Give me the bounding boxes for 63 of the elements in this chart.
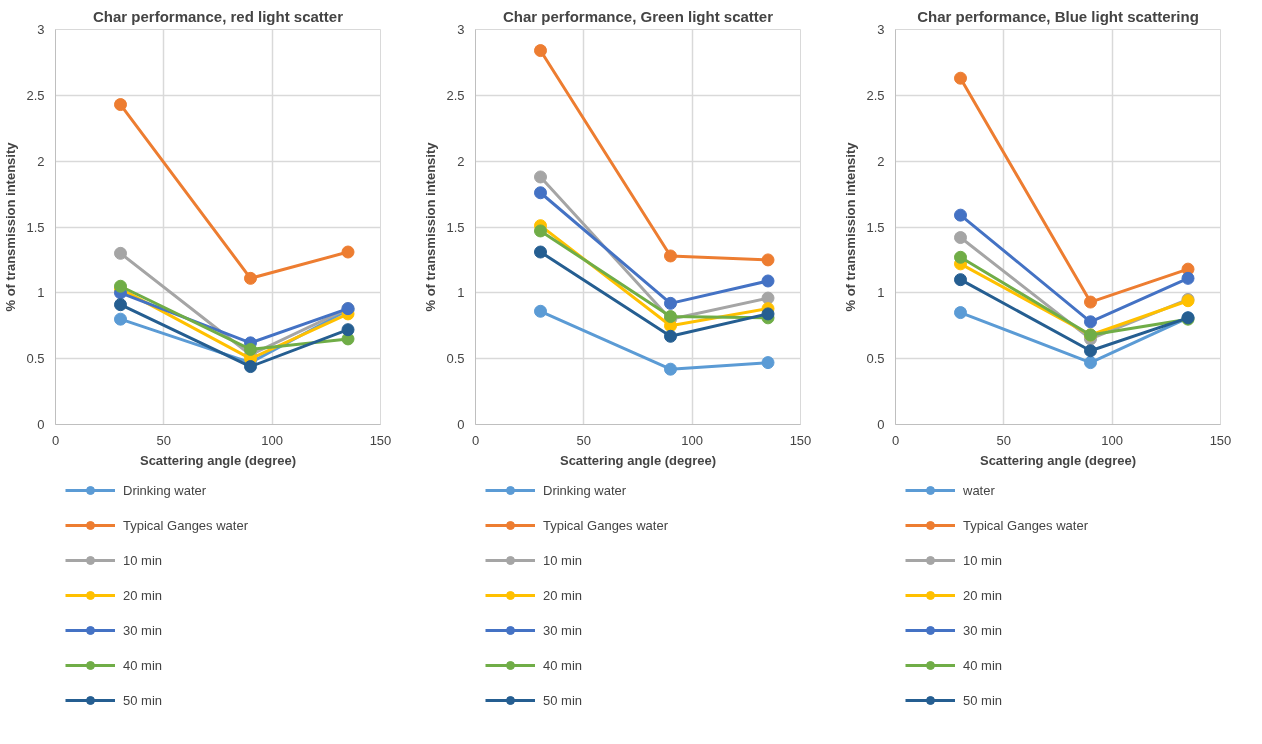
y-tick-label: 2.5 xyxy=(446,87,465,103)
legend-label: Typical Ganges water xyxy=(123,516,249,535)
x-tick-label: 0 xyxy=(891,432,900,448)
x-tick-label: 150 xyxy=(789,432,812,448)
x-tick-label: 100 xyxy=(1101,432,1124,448)
legend-label: 50 min xyxy=(543,691,583,710)
y-tick-label: 1.5 xyxy=(446,219,465,235)
y-tick-label: 3 xyxy=(457,22,465,37)
y-tick-label: 1 xyxy=(877,285,885,301)
chart-title: Char performance, Blue light scattering xyxy=(917,7,1199,25)
y-tick-label: 0 xyxy=(877,417,885,432)
y-tick-label: 1 xyxy=(457,285,465,301)
chart-title: Char performance, red light scatter xyxy=(92,7,344,25)
y-tick-label: 1.5 xyxy=(866,219,885,235)
y-tick-label: 0 xyxy=(457,417,465,432)
legend-label: Drinking water xyxy=(123,481,207,500)
legend-label: water xyxy=(963,481,995,500)
x-axis-title: Scattering angle (degree) xyxy=(979,452,1137,468)
x-tick-label: 0 xyxy=(51,432,60,448)
y-tick-label: 2.5 xyxy=(26,87,45,103)
y-tick-label: 3 xyxy=(877,22,885,37)
legend-label: Typical Ganges water xyxy=(543,516,669,535)
legend-label: 30 min xyxy=(543,621,583,640)
y-tick-label: 2 xyxy=(37,153,45,169)
legend-label: 50 min xyxy=(963,691,1003,710)
legend-label: 30 min xyxy=(123,621,163,640)
y-tick-label: 2 xyxy=(877,153,885,169)
x-tick-label: 150 xyxy=(1209,432,1232,448)
legend-label: 20 min xyxy=(543,586,583,605)
y-tick-label: 2.5 xyxy=(866,87,885,103)
y-axis-title: % of transmission intensity xyxy=(423,141,439,312)
legend-label: 40 min xyxy=(963,656,1003,675)
legend-label: 30 min xyxy=(963,621,1003,640)
y-tick-label: 2 xyxy=(457,153,465,169)
x-tick-label: 50 xyxy=(996,432,1012,448)
y-tick-label: 1.5 xyxy=(26,219,45,235)
x-axis-title: Scattering angle (degree) xyxy=(559,452,717,468)
legend-label: Drinking water xyxy=(543,481,627,500)
legend-label: 10 min xyxy=(543,551,583,570)
legend-label: 20 min xyxy=(123,586,163,605)
y-axis-title: % of transmission intensity xyxy=(3,141,19,312)
y-tick-label: 3 xyxy=(37,22,45,37)
legend-label: 50 min xyxy=(123,691,163,710)
x-tick-label: 0 xyxy=(471,432,480,448)
y-tick-label: 0 xyxy=(37,417,45,432)
y-tick-label: 0.5 xyxy=(26,351,45,367)
chart-title: Char performance, Green light scatter xyxy=(502,7,774,25)
y-axis-title: % of transmission intensity xyxy=(843,141,859,312)
legend-label: 20 min xyxy=(963,586,1003,605)
x-tick-label: 150 xyxy=(369,432,392,448)
x-tick-label: 100 xyxy=(681,432,704,448)
x-tick-label: 50 xyxy=(156,432,172,448)
y-tick-label: 0.5 xyxy=(866,351,885,367)
legend-label: 10 min xyxy=(963,551,1003,570)
y-tick-label: 0.5 xyxy=(446,351,465,367)
x-axis-title: Scattering angle (degree) xyxy=(139,452,297,468)
x-tick-label: 50 xyxy=(576,432,592,448)
legend-label: Typical Ganges water xyxy=(963,516,1089,535)
legend-label: 10 min xyxy=(123,551,163,570)
legend-label: 40 min xyxy=(123,656,163,675)
x-tick-label: 100 xyxy=(261,432,284,448)
y-tick-label: 1 xyxy=(37,285,45,301)
legend-label: 40 min xyxy=(543,656,583,675)
